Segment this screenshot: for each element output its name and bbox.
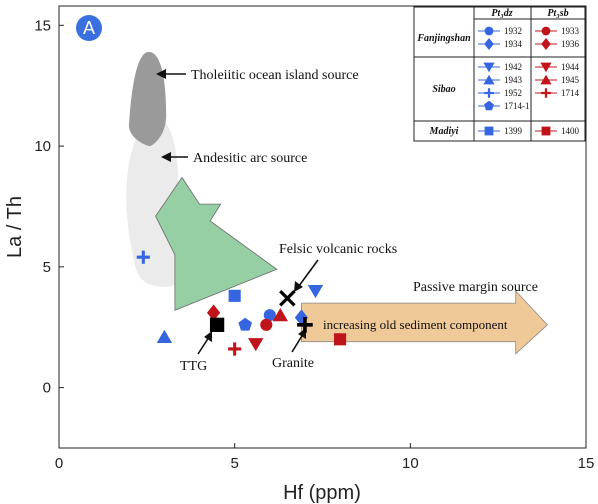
legend-header-pt3sb: Pt₃sb (547, 8, 568, 19)
legend-marker-1400 (541, 126, 551, 136)
data-point-1936 (206, 304, 221, 321)
axis-ticks: 0 5 10 15 0 5 10 15 (34, 17, 594, 472)
legend-label-1714-1: 1714-1 (504, 101, 530, 111)
legend-marker-1945 (540, 74, 552, 85)
legend-label-1399: 1399 (504, 126, 523, 136)
legend-label-1936: 1936 (561, 39, 580, 49)
legend-marker-1399 (484, 126, 494, 136)
annotation-andesitic-arc: Andesitic arc source (193, 151, 307, 166)
legend-group-fanjingshan: Fanjingshan (416, 33, 471, 44)
legend-label-1943: 1943 (504, 75, 523, 85)
legend-label-1942: 1942 (504, 62, 522, 72)
data-point-1933 (260, 318, 273, 331)
legend-marker-1942 (483, 62, 495, 73)
x-tick-label: 5 (230, 455, 238, 472)
x-tick-label: 10 (402, 455, 419, 472)
y-tick-label: 15 (34, 17, 51, 34)
data-point-1942 (307, 284, 324, 299)
arrow-label-old-sediment: increasing old sediment component (323, 317, 508, 332)
legend-marker-1936 (541, 38, 551, 50)
legend-label-1933: 1933 (561, 26, 580, 36)
legend-header-pt3dz: Pt₃dz (491, 8, 512, 19)
legend-group-sibao: Sibao (432, 84, 455, 95)
y-axis-title: La / Th (4, 196, 26, 258)
annotation-arrowhead-felsic (294, 281, 303, 292)
field-felsic-volcanic (155, 176, 278, 311)
legend-label-1934: 1934 (504, 39, 523, 49)
annotation-passive-margin: Passive margin source (413, 280, 538, 295)
annotation-felsic-volcanic: Felsic volcanic rocks (279, 242, 397, 257)
x-axis-title: Hf (ppm) (283, 482, 361, 504)
legend-marker-1944 (540, 62, 552, 73)
data-point-1943 (156, 329, 173, 343)
legend-label-1714: 1714 (561, 88, 580, 98)
legend-label-1944: 1944 (561, 62, 580, 72)
annotation-arrowhead-ocean-island (156, 69, 166, 79)
legend-marker-1714-1 (484, 100, 494, 111)
data-point-1399 (228, 289, 241, 302)
legend-marker-1952 (484, 88, 494, 98)
legend-marker-1714 (541, 88, 551, 98)
data-point-1945 (272, 308, 289, 322)
panel-badge-label: A (83, 18, 95, 38)
data-point-1932 (263, 309, 276, 322)
legend-marker-1932 (484, 26, 494, 36)
legend-label-1945: 1945 (561, 75, 580, 85)
panel-badge (76, 15, 102, 41)
y-tick-label: 5 (43, 259, 51, 276)
x-tick-label: 15 (578, 455, 595, 472)
data-point-1944 (248, 338, 264, 352)
annotations: Tholeiitic ocean island source Andesitic… (156, 68, 538, 374)
field-tholeiitic-ocean-island (128, 51, 167, 147)
annotation-ttg: TTG (180, 359, 207, 374)
legend-marker-1943 (483, 74, 495, 85)
data-point-1714 (228, 342, 242, 356)
legend-entries: 1932 1934 1933 1936 1942 1943 1952 1714-1 1944 19… (478, 26, 580, 136)
x-tick-label: 0 (55, 455, 63, 472)
annotation-arrowhead-arc (161, 152, 171, 162)
annotation-arrowhead-ttg (204, 331, 212, 342)
data-point-1400 (334, 333, 347, 346)
reference-point-felsic-volcanic-rocks (279, 289, 296, 307)
legend-marker-1933 (541, 26, 551, 36)
reference-point-granite (297, 317, 313, 333)
legend-label-1952: 1952 (504, 88, 522, 98)
legend-frame (413, 6, 586, 142)
legend-label-1400: 1400 (561, 126, 580, 136)
legend-marker-1934 (484, 38, 494, 50)
legend: Pt₃dz Pt₃sb Fanjingshan Sibao Madiyi 193… (413, 6, 586, 142)
annotation-granite: Granite (272, 356, 314, 371)
data-markers (136, 250, 347, 356)
legend-group-madiyi: Madiyi (429, 126, 459, 137)
y-tick-label: 10 (34, 138, 51, 155)
y-tick-label: 0 (43, 380, 51, 397)
data-point-1952 (136, 250, 150, 264)
legend-label-1932: 1932 (504, 26, 522, 36)
reference-point-ttg (209, 317, 225, 332)
data-point-1714-1 (238, 317, 252, 331)
annotation-ocean-island: Tholeiitic ocean island source (191, 68, 359, 83)
